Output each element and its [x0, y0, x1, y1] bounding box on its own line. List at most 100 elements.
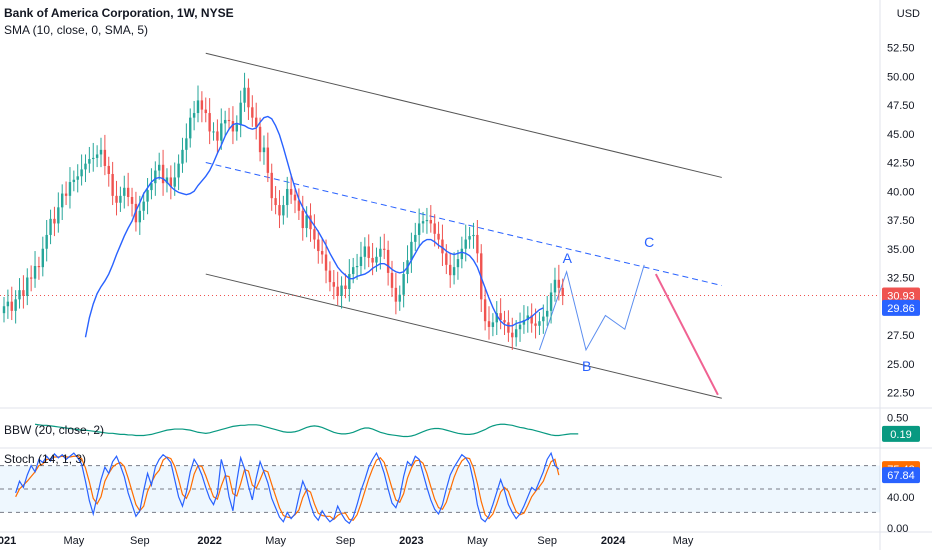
candle-body: [212, 131, 215, 133]
time-tick-label: May: [673, 535, 694, 547]
candle-body: [76, 176, 79, 180]
candle-body: [511, 332, 514, 338]
candle-body: [80, 169, 83, 177]
bbw-tick-label: 0.50: [887, 412, 908, 424]
stoch-legend: Stoch (14, 1, 3): [4, 452, 87, 466]
price-tick-label: 27.50: [887, 330, 915, 342]
price-tick-label: 35.00: [887, 244, 915, 256]
candle-body: [177, 163, 180, 178]
sma-legend: SMA (10, close, 0, SMA, 5): [4, 23, 149, 37]
candle-body: [243, 87, 246, 103]
candle-body: [154, 170, 157, 184]
candle-body: [22, 290, 25, 296]
candle-body: [301, 210, 304, 229]
stoch-tick-label: 0.00: [887, 523, 908, 535]
abc-wave-path: [538, 264, 645, 352]
candle-body: [320, 251, 324, 255]
candle-body: [189, 117, 192, 139]
candle-body: [150, 183, 153, 191]
candle-body: [14, 299, 17, 311]
candle-body: [107, 165, 110, 174]
candle-body: [398, 294, 401, 302]
candle-body: [433, 223, 436, 234]
candle-body: [286, 188, 289, 206]
candle-body: [332, 282, 335, 287]
lower-channel-line: [205, 273, 722, 399]
time-tick-label: May: [467, 535, 488, 547]
price-tick-label: 22.50: [887, 388, 915, 400]
bbw-legend: BBW (20, close, 2): [4, 423, 105, 437]
candle-body: [293, 194, 297, 201]
candle-body: [352, 267, 355, 275]
candle-body: [507, 322, 510, 333]
candle-body: [449, 264, 452, 276]
price-tick-label: 47.50: [887, 100, 915, 112]
candle-body: [538, 321, 541, 326]
candle-body: [251, 107, 254, 118]
stoch-d-badge: 67.84: [887, 470, 915, 482]
time-tick-label: 2024: [601, 535, 626, 547]
candle-body: [220, 123, 223, 141]
bbw-value-badge-bg: [882, 425, 920, 442]
candle-body: [165, 177, 169, 184]
candle-body: [262, 147, 266, 153]
sma-value-badge: 29.86: [887, 303, 915, 315]
candle-body: [64, 193, 68, 196]
candle-body: [239, 102, 242, 125]
candle-body: [394, 287, 398, 302]
candle-body: [441, 239, 444, 254]
candle-body: [445, 253, 448, 265]
candle-body: [503, 320, 506, 323]
time-tick-label: Sep: [130, 535, 150, 547]
bbw-value-badge: 0.19: [890, 429, 911, 441]
candle-body: [375, 256, 378, 263]
candle-body: [134, 203, 138, 223]
candle-body: [18, 290, 21, 300]
candle-body: [181, 149, 184, 164]
candle-body: [231, 121, 235, 132]
candle-body: [26, 277, 29, 296]
last-price-badge-bg: [882, 287, 920, 304]
stoch-k-line: [15, 451, 560, 525]
candle-body: [363, 246, 367, 257]
candle-body: [313, 229, 316, 240]
sma-value-badge-bg: [882, 299, 920, 316]
candle-body: [289, 188, 293, 195]
candle-body: [546, 310, 549, 317]
candle-body: [204, 109, 207, 114]
candle-body: [138, 210, 141, 223]
candle-body: [348, 274, 351, 289]
candle-body: [557, 279, 561, 288]
candle-body: [414, 234, 417, 242]
candle-body: [126, 187, 130, 197]
candle-body: [6, 301, 10, 307]
candle-body: [526, 315, 529, 321]
wave-label-a: A: [563, 250, 573, 266]
candle-body: [518, 324, 522, 330]
candle-body: [216, 131, 219, 141]
candle-body: [258, 126, 262, 153]
candle-body: [324, 254, 328, 271]
candle-body: [99, 149, 103, 155]
candle-body: [530, 315, 533, 324]
candle-body: [29, 277, 33, 279]
candle-body: [456, 259, 460, 268]
candle-body: [169, 177, 173, 187]
candle-body: [41, 248, 44, 268]
candle-body: [371, 257, 374, 263]
candle-body: [421, 221, 425, 224]
time-tick-label: 2021: [0, 535, 16, 547]
candle-body: [130, 197, 134, 204]
price-tick-label: 50.00: [887, 71, 915, 83]
candle-body: [468, 236, 471, 240]
candle-body: [425, 220, 429, 222]
candle-body: [192, 113, 196, 118]
channel-midline: [205, 162, 722, 287]
candle-body: [483, 299, 487, 322]
wave-label-c: C: [644, 234, 654, 250]
candle-body: [185, 138, 188, 150]
candle-body: [227, 119, 231, 122]
candle-body: [561, 287, 564, 296]
candle-body: [200, 100, 204, 110]
